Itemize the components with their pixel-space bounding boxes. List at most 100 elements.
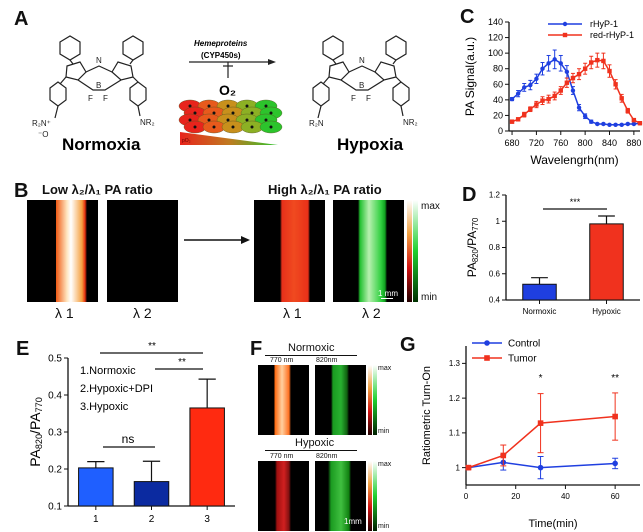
data-point [552, 93, 557, 99]
significance-label: *** [570, 197, 581, 207]
cell-nucleus [212, 125, 216, 129]
gradient-label: pO₂ [182, 138, 191, 144]
atom-n: N [96, 56, 102, 65]
data-point [540, 98, 545, 103]
significance-label: * [539, 373, 543, 384]
image-hypoxic-820 [315, 461, 366, 531]
data-point [515, 91, 521, 96]
bar-3 [189, 407, 225, 507]
x-tick-label: 1 [93, 514, 99, 525]
atom-nr2: NR₂ [403, 118, 418, 127]
data-point [637, 121, 643, 126]
panel-label-a: A [14, 8, 29, 30]
atom-f: F [88, 94, 93, 103]
x-tick-label: 720 [529, 138, 544, 148]
data-point [625, 121, 630, 127]
y-tick-label: 0.2 [48, 464, 62, 475]
significance-label: ** [148, 341, 156, 352]
data-point [537, 420, 544, 426]
data-point [534, 102, 539, 107]
y-tick-label: 80 [493, 64, 503, 74]
colorbar-red [407, 200, 412, 302]
data-point [582, 114, 588, 119]
image-hypoxic-770 [258, 461, 309, 531]
y-tick-label: 0.3 [48, 427, 62, 438]
arrow-enzyme-label: Hemeproteins [194, 39, 248, 48]
atom-b: B [96, 81, 101, 90]
data-point [612, 413, 618, 420]
data-point [534, 76, 539, 82]
data-point [595, 57, 600, 63]
x-axis-label: Wavelengrh(nm) [530, 153, 618, 167]
panel-b-left-title: Low λ₂/λ₁ PA ratio [42, 182, 153, 197]
data-point [601, 58, 606, 64]
series-line-Control [468, 461, 616, 469]
cell-nucleus [212, 111, 216, 115]
chart-d-ratio-bars: 0.4 0.6 0.8 1 1.2 PA820/PA770 Normoxic Hypoxic *… [465, 191, 640, 316]
image-low-lambda2 [107, 200, 178, 302]
atom-r2n-plus: R₂N⁺ [32, 119, 51, 128]
panel-label-d: D [462, 184, 477, 206]
x-tick-label: 60 [611, 492, 620, 501]
data-point [612, 460, 618, 467]
x-axis-label: Time(min) [528, 518, 577, 530]
x-tick-label: 880 [626, 138, 641, 148]
bar-Hypoxic [589, 223, 624, 301]
legend-label: rHyP-1 [590, 19, 618, 29]
cell-nucleus [231, 111, 235, 115]
y-tick-label: 140 [488, 17, 503, 27]
bar-Normoxic [522, 283, 557, 301]
data-point [465, 464, 472, 471]
data-point [613, 122, 618, 127]
oxygen-label: O₂ [219, 82, 236, 98]
colorbar-green [373, 365, 377, 435]
y-tick-label: 1.3 [449, 359, 461, 368]
y-tick-label: 120 [488, 33, 503, 43]
normoxia-label: Normoxia [62, 135, 141, 154]
atom-f: F [103, 94, 108, 103]
legend-marker [562, 21, 568, 27]
colorbar-max: max [421, 201, 440, 212]
panel-a-scheme: N B F F R₂N⁺ ⁻O NR₂ N B F F R₂N NR₂ Norm… [32, 35, 418, 154]
lambda1-label: λ 1 [283, 305, 302, 321]
y-tick-label: 1.2 [489, 191, 501, 200]
colorbar-green [373, 461, 377, 531]
y-tick-label: 0.4 [48, 390, 62, 401]
cell-nucleus [193, 125, 197, 129]
wl-820-label: 820nm [316, 453, 338, 460]
legend-label: red-rHyP-1 [590, 30, 634, 40]
y-tick-label: 0.6 [489, 269, 501, 278]
y-tick-label: 0.8 [489, 243, 501, 252]
legend-label: Control [508, 338, 540, 349]
series-line-rHyP-1 [511, 58, 641, 126]
colorbar-min: min [421, 292, 438, 303]
atom-nr2: NR₂ [140, 118, 155, 127]
normoxia-structure [49, 35, 147, 119]
data-point [631, 117, 637, 123]
panel-label-b: B [14, 180, 29, 202]
colorbar-max: max [378, 365, 392, 372]
reaction-arrowhead [268, 59, 276, 65]
normoxic-underline [265, 355, 357, 356]
cell-nucleus [250, 111, 254, 115]
legend-marker [562, 32, 568, 38]
cell-nucleus [226, 118, 230, 122]
data-point [582, 66, 588, 71]
data-point [619, 96, 624, 101]
data-point [576, 105, 582, 110]
chart-c-pa-spectra: 0 20 40 60 80 100 120 140 PA Signal(a.u.) 680 720 7… [463, 17, 643, 167]
atom-o-minus: ⁻O [38, 130, 48, 139]
y-tick-label: 60 [493, 79, 503, 89]
image-high-lambda1 [254, 200, 325, 302]
hypoxia-structure [312, 35, 410, 119]
y-tick-label: 0.4 [489, 296, 501, 305]
cell-nucleus [250, 125, 254, 129]
colorbar-red [368, 461, 372, 531]
data-point [607, 68, 612, 74]
image-low-lambda1 [27, 200, 98, 302]
cell-cluster [178, 99, 283, 134]
colorbar-max: max [378, 461, 392, 468]
x-tick-label: Normoxic [523, 307, 557, 316]
series-line-Tumor [468, 415, 616, 469]
wl-770-label: 770 nm [270, 357, 294, 364]
